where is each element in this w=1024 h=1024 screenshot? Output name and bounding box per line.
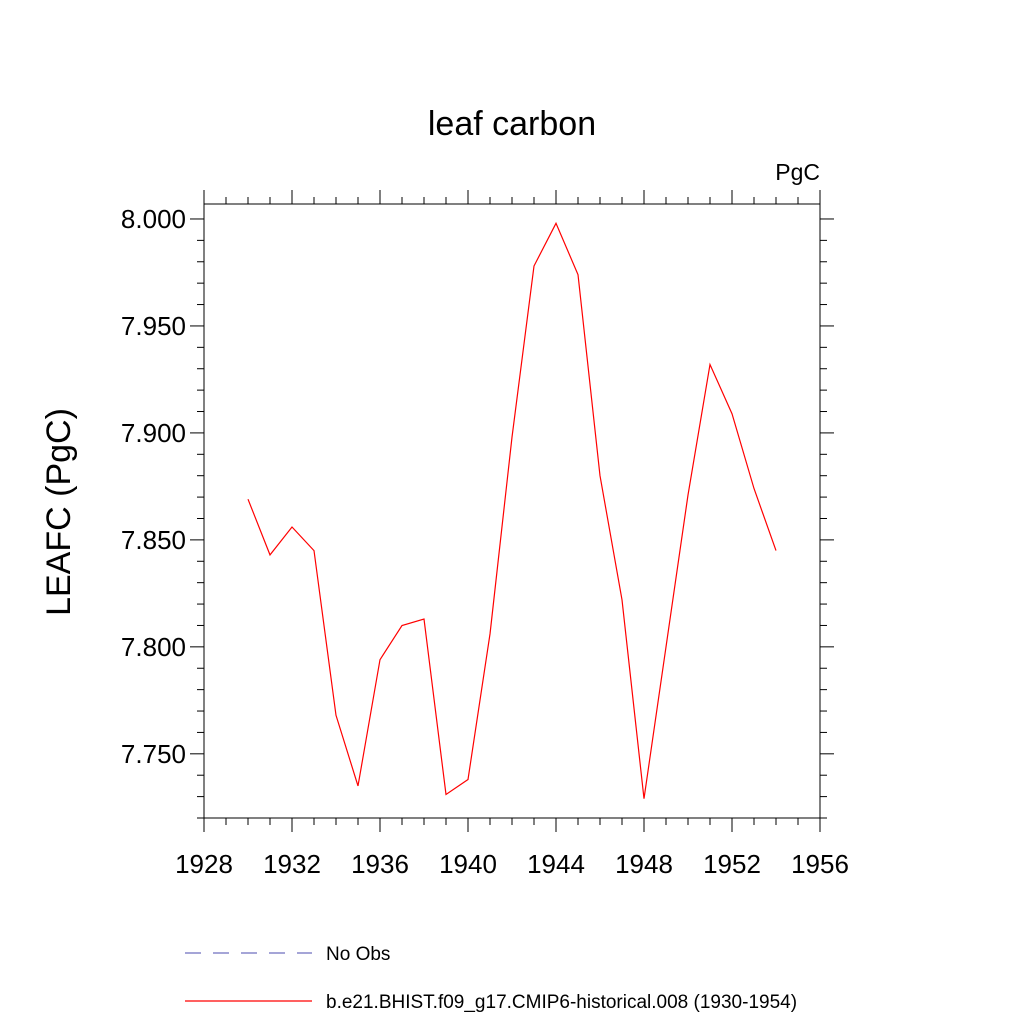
legend-label: b.e21.BHIST.f09_g17.CMIP6-historical.008…	[326, 992, 797, 1013]
y-axis-label: LEAFC (PgC)	[40, 408, 78, 616]
plot-frame	[203, 203, 821, 819]
x-tick-label: 1928	[175, 849, 233, 879]
units-label: PgC	[775, 159, 820, 185]
x-tick-label: 1944	[527, 849, 585, 879]
legend-label: No Obs	[326, 944, 390, 965]
x-tick-label: 1956	[791, 849, 849, 879]
x-tick-label: 1948	[615, 849, 673, 879]
legend: No Obs b.e21.BHIST.f09_g17.CMIP6-historic…	[185, 944, 797, 1013]
x-tick-label: 1932	[263, 849, 321, 879]
x-tick-label: 1936	[351, 849, 409, 879]
x-tick-label: 1952	[703, 849, 761, 879]
y-tick-label: 7.850	[121, 525, 186, 555]
y-tick-label: 7.900	[121, 418, 186, 448]
x-tick-label: 1940	[439, 849, 497, 879]
y-tick-label: 7.950	[121, 311, 186, 341]
y-tick-label: 7.750	[121, 739, 186, 769]
y-tick-label: 7.800	[121, 632, 186, 662]
y-tick-label: 8.000	[121, 204, 186, 234]
chart-title: leaf carbon	[428, 105, 596, 143]
series-line-1	[247, 221, 777, 799]
plot-area	[247, 221, 777, 799]
axes: 1928 1932 1936 1940 1944 1948 1952 1956 7.750 7.8…	[121, 190, 849, 879]
